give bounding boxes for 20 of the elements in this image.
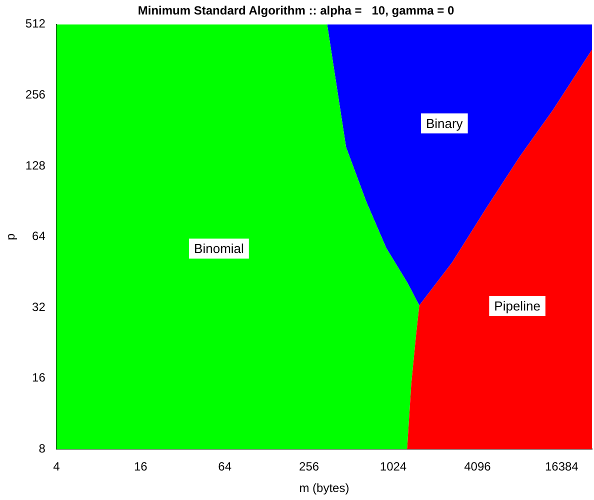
series-label: Pipeline <box>494 298 540 314</box>
x-tick-label: 1024 <box>380 460 407 474</box>
y-tick-label: 256 <box>25 88 46 102</box>
x-tick-label: 16 <box>134 460 148 474</box>
y-tick-label: 64 <box>32 229 46 244</box>
x-tick-label: 4096 <box>464 460 492 474</box>
series-label: Binomial <box>194 241 244 256</box>
series-label: Binary <box>426 116 464 131</box>
chart-title: Minimum Standard Algorithm :: alpha = 10, gamma = 0 <box>138 4 454 18</box>
x-tick-label: 4 <box>53 460 60 474</box>
x-tick-label: 16384 <box>544 460 579 474</box>
y-axis-title: p <box>4 233 18 240</box>
y-tick-label: 512 <box>25 16 46 31</box>
y-tick-label: 16 <box>32 370 46 385</box>
y-tick-label: 8 <box>38 442 46 456</box>
x-tick-label: 64 <box>218 460 232 474</box>
x-tick-label: 256 <box>299 460 320 474</box>
y-tick-label: 32 <box>32 300 46 314</box>
x-axis-title: m (bytes) <box>299 481 350 496</box>
y-tick-label: 128 <box>25 158 46 172</box>
